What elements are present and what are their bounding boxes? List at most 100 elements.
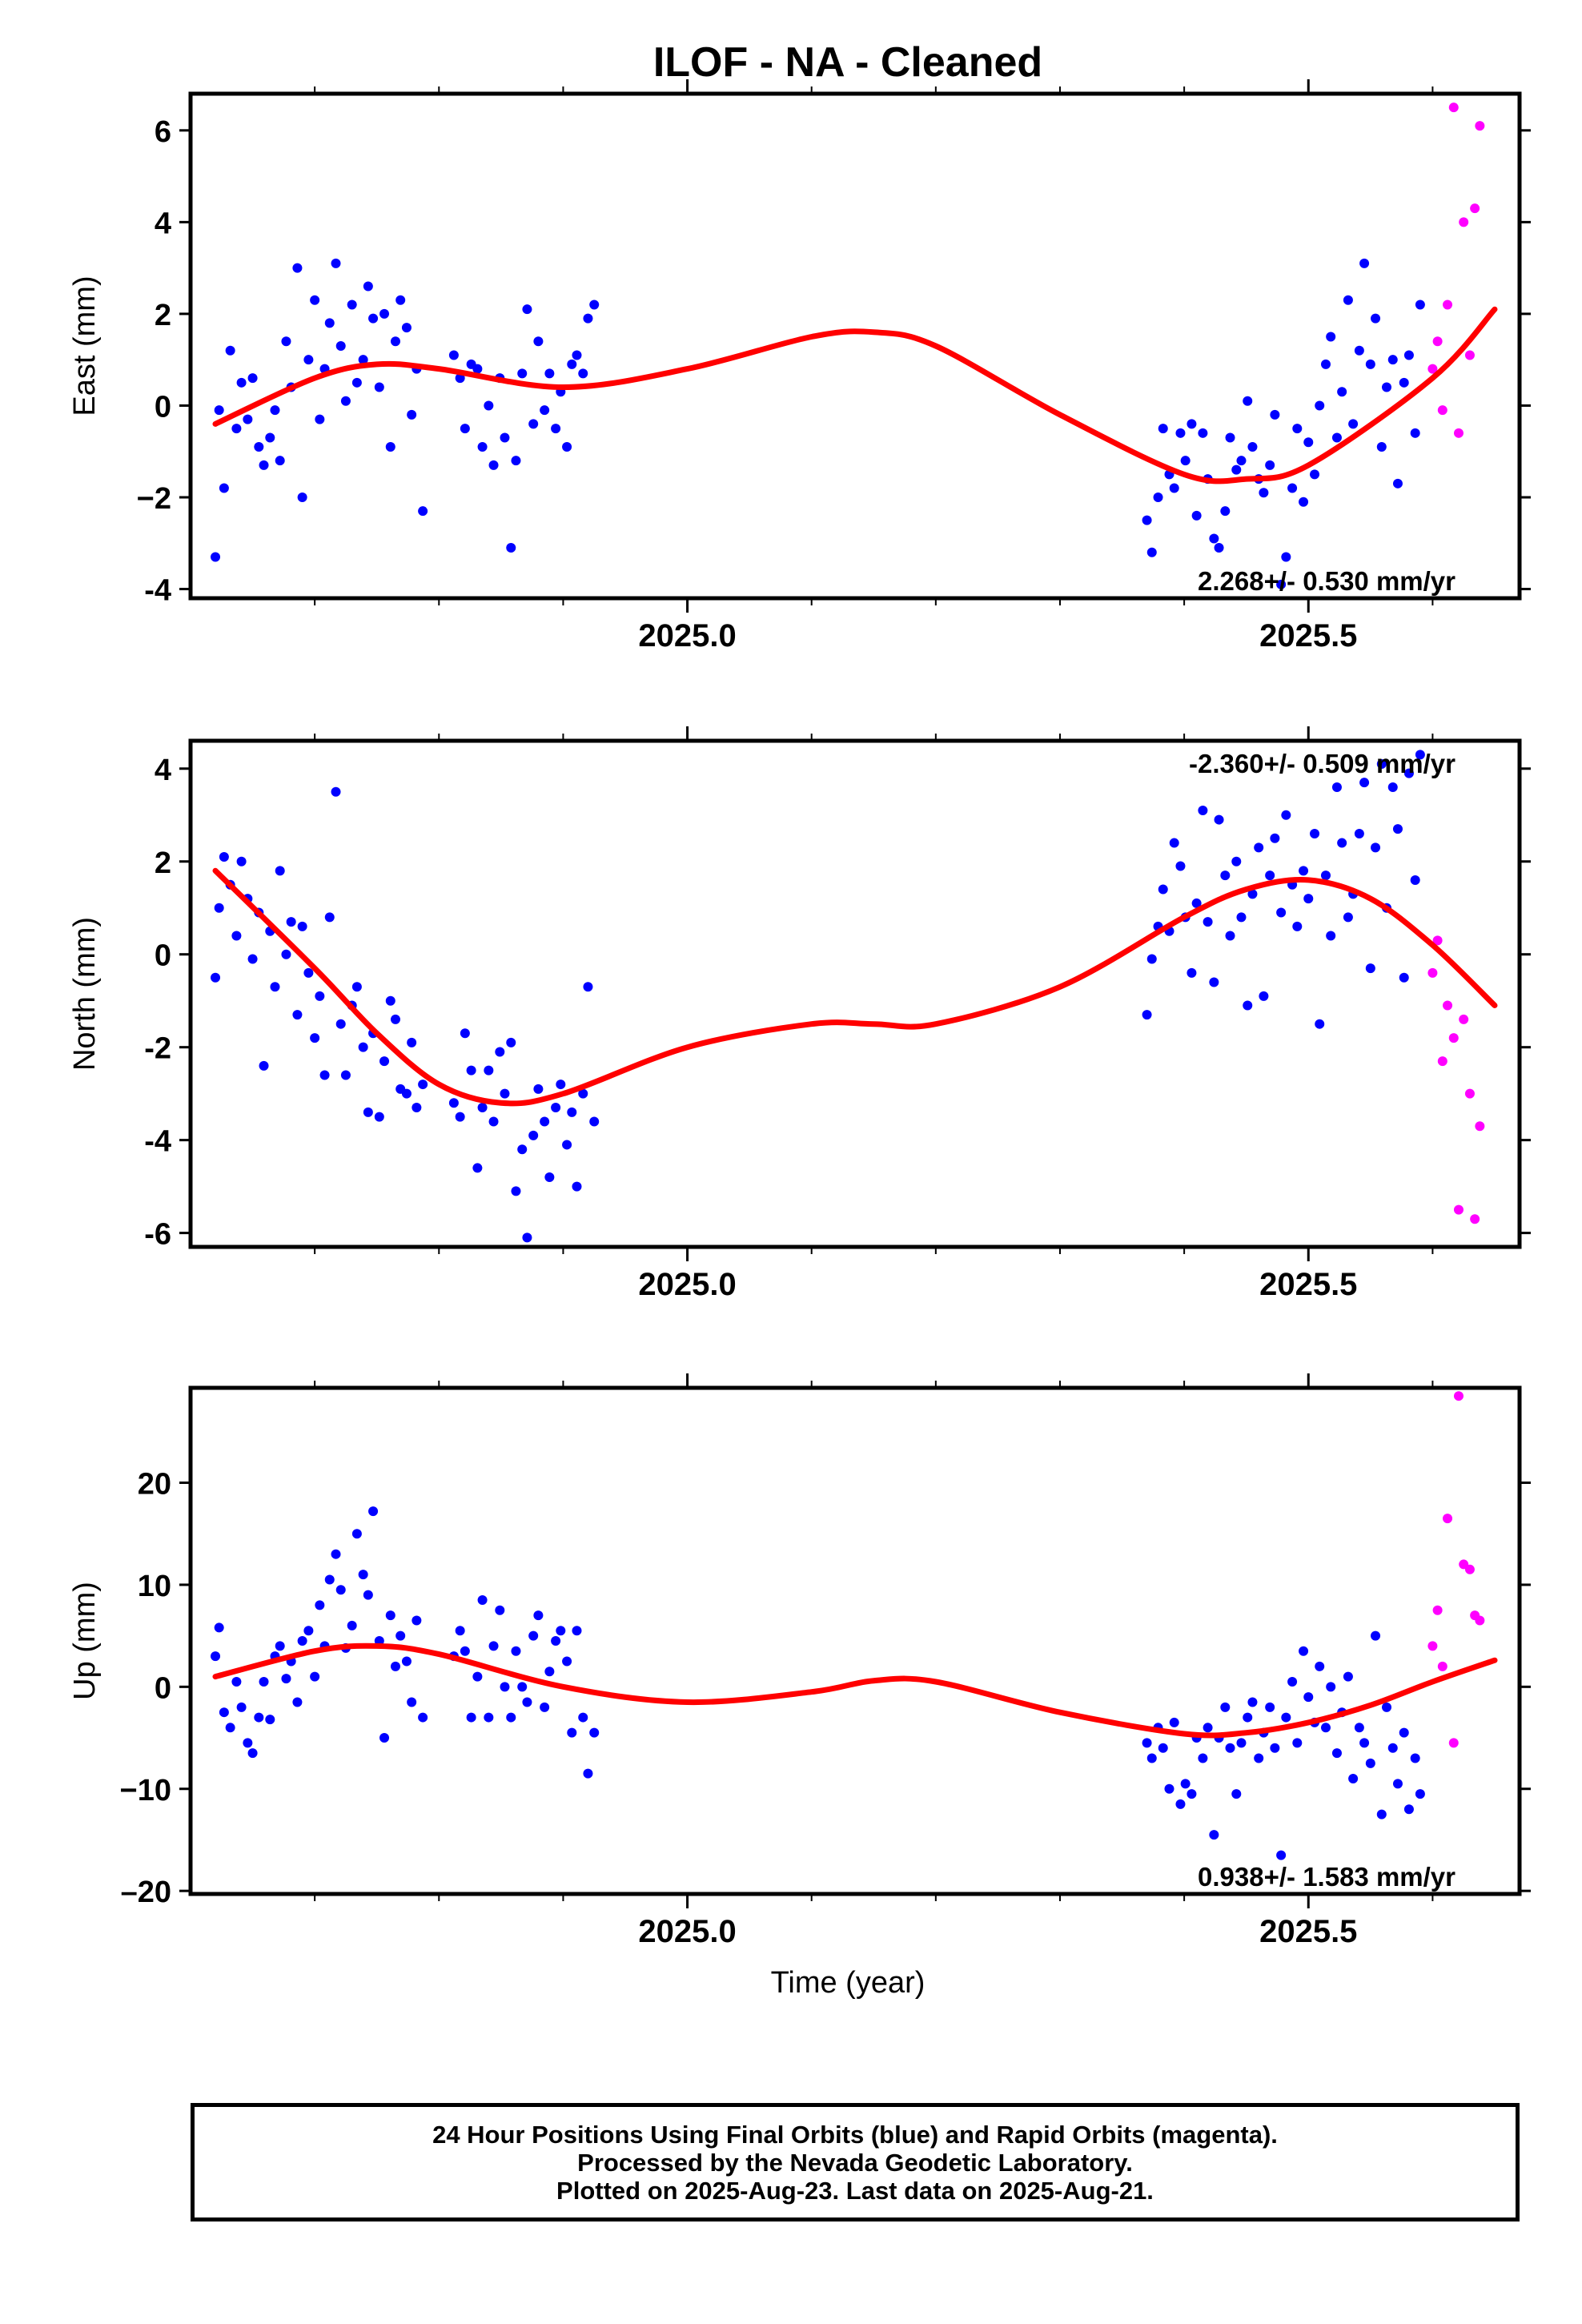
up-y-tick-label: −10 xyxy=(120,1774,171,1807)
up-final-orbit-point xyxy=(303,1626,314,1636)
east-final-orbit-point xyxy=(247,373,258,384)
up-final-orbit-point xyxy=(1376,1809,1387,1819)
north-final-orbit-point xyxy=(1175,861,1186,871)
north-final-orbit-point xyxy=(583,982,593,992)
up-rapid-orbit-point xyxy=(1427,1641,1438,1651)
up-rate-label: 0.938+/- 1.583 mm/yr xyxy=(1198,1862,1456,1892)
north-final-orbit-point xyxy=(363,1107,373,1117)
east-final-orbit-point xyxy=(315,414,325,424)
north-final-orbit-point xyxy=(418,1080,428,1090)
north-final-orbit-point xyxy=(303,967,314,978)
north-final-orbit-point xyxy=(1276,907,1287,918)
east-final-orbit-point xyxy=(1191,510,1202,521)
up-final-orbit-point xyxy=(1281,1712,1291,1723)
up-final-orbit-point xyxy=(511,1646,521,1656)
up-final-orbit-point xyxy=(401,1656,412,1667)
north-final-orbit-point xyxy=(1354,828,1364,838)
east-final-orbit-point xyxy=(1225,432,1235,443)
east-final-orbit-point xyxy=(236,377,247,388)
east-final-orbit-point xyxy=(297,493,307,502)
east-final-orbit-point xyxy=(1276,579,1287,589)
east-final-orbit-point xyxy=(583,313,593,324)
east-final-orbit-point xyxy=(1281,552,1291,562)
up-final-orbit-point xyxy=(297,1636,307,1646)
up-final-orbit-point xyxy=(1146,1753,1157,1763)
east-final-orbit-point xyxy=(1169,483,1179,493)
up-final-orbit-point xyxy=(517,1682,528,1692)
up-final-orbit-point xyxy=(522,1697,532,1707)
up-final-orbit-point xyxy=(214,1622,224,1633)
east-final-orbit-point xyxy=(1315,400,1325,411)
up-final-orbit-point xyxy=(506,1712,516,1723)
up-final-orbit-point xyxy=(1399,1727,1409,1738)
up-final-orbit-point xyxy=(1348,1774,1359,1784)
east-final-orbit-point xyxy=(1331,432,1342,443)
north-final-orbit-point xyxy=(275,866,285,876)
north-final-orbit-point xyxy=(1410,875,1420,885)
north-final-orbit-point xyxy=(1399,972,1409,983)
east-y-tick-label: -4 xyxy=(144,574,171,608)
east-x-tick-label: 2025.0 xyxy=(638,618,736,653)
east-final-orbit-point xyxy=(533,336,544,347)
east-rapid-orbit-point xyxy=(1459,217,1469,227)
east-final-orbit-point xyxy=(1326,332,1336,342)
up-final-orbit-point xyxy=(1410,1753,1420,1763)
east-final-orbit-point xyxy=(1320,359,1331,369)
east-final-orbit-point xyxy=(324,318,335,328)
north-final-orbit-point xyxy=(1247,889,1258,899)
up-final-orbit-point xyxy=(1382,1702,1391,1712)
north-y-axis-label: North (mm) xyxy=(68,917,102,1071)
east-final-orbit-point xyxy=(254,442,264,452)
north-final-orbit-point xyxy=(281,949,291,959)
up-final-orbit-point xyxy=(1220,1702,1231,1712)
north-final-orbit-point xyxy=(448,1098,459,1108)
up-final-orbit-point xyxy=(544,1667,555,1677)
up-final-orbit-point xyxy=(1359,1738,1370,1748)
up-y-tick-label: 0 xyxy=(155,1671,171,1705)
north-final-orbit-point xyxy=(1214,814,1224,825)
east-final-orbit-point xyxy=(472,364,483,374)
north-final-orbit-point xyxy=(500,1088,510,1099)
up-rapid-orbit-point xyxy=(1443,1514,1453,1524)
north-final-orbit-point xyxy=(1146,954,1157,964)
east-final-orbit-point xyxy=(310,295,320,305)
north-x-tick-label: 2025.0 xyxy=(638,1267,736,1302)
north-rate-label: -2.360+/- 0.509 mm/yr xyxy=(1189,749,1456,778)
east-final-orbit-point xyxy=(1403,350,1414,360)
east-rate-label: 2.268+/- 0.530 mm/yr xyxy=(1198,566,1456,596)
up-final-orbit-point xyxy=(540,1702,550,1712)
north-final-orbit-point xyxy=(390,1014,400,1024)
north-final-orbit-point xyxy=(556,1080,566,1090)
east-y-tick-label: 2 xyxy=(155,299,171,332)
east-final-orbit-point xyxy=(368,313,379,324)
up-rapid-orbit-point xyxy=(1453,1391,1464,1401)
up-final-orbit-point xyxy=(472,1671,483,1682)
up-final-orbit-point xyxy=(533,1610,544,1621)
east-rapid-orbit-point xyxy=(1443,300,1453,310)
north-final-orbit-point xyxy=(506,1037,516,1047)
up-final-orbit-point xyxy=(368,1506,379,1517)
east-final-orbit-point xyxy=(385,442,396,452)
north-final-orbit-point xyxy=(247,954,258,964)
up-final-orbit-point xyxy=(225,1723,235,1733)
up-rapid-orbit-point xyxy=(1437,1661,1447,1671)
up-final-orbit-point xyxy=(1343,1671,1353,1682)
north-final-orbit-point xyxy=(460,1028,470,1039)
east-final-orbit-point xyxy=(540,405,550,416)
east-final-orbit-point xyxy=(259,460,269,470)
up-final-orbit-point xyxy=(1175,1799,1186,1809)
up-final-orbit-point xyxy=(385,1610,396,1621)
up-final-orbit-point xyxy=(358,1570,368,1580)
east-final-orbit-point xyxy=(1299,497,1309,507)
up-final-orbit-point xyxy=(379,1733,390,1743)
east-final-orbit-point xyxy=(1243,396,1253,406)
east-final-orbit-point xyxy=(1214,543,1224,553)
east-rapid-orbit-point xyxy=(1432,336,1443,347)
east-final-orbit-point xyxy=(1259,488,1269,498)
east-final-orbit-point xyxy=(506,543,516,553)
up-final-orbit-point xyxy=(265,1715,275,1725)
north-final-orbit-point xyxy=(259,1060,269,1071)
up-final-orbit-point xyxy=(1415,1789,1425,1799)
up-final-orbit-point xyxy=(589,1727,600,1738)
up-final-orbit-point xyxy=(254,1712,264,1723)
